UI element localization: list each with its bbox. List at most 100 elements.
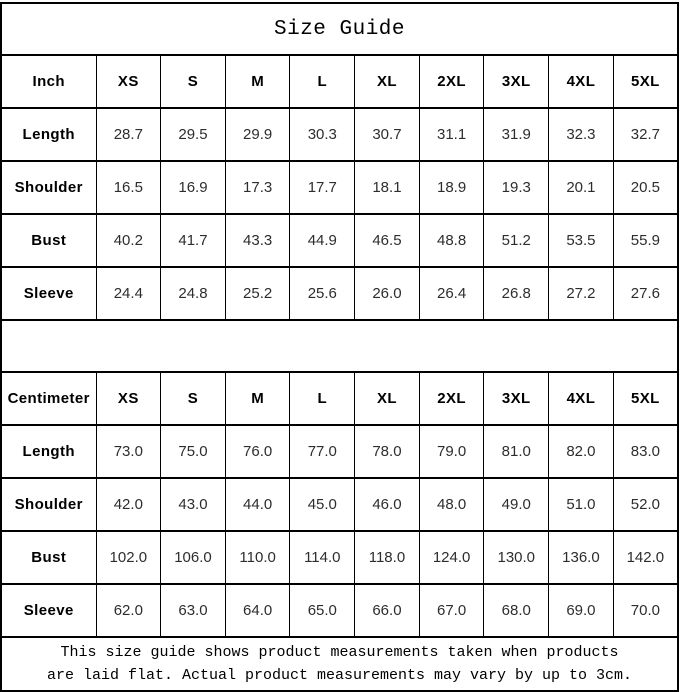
size-col-header-4xl: 4XL [548, 371, 614, 426]
value-cell: 16.5 [95, 160, 162, 215]
size-col-header-s: S [160, 371, 226, 426]
value-cell: 43.0 [160, 477, 226, 532]
value-cell: 81.0 [483, 424, 550, 479]
value-cell: 52.0 [612, 477, 679, 532]
value-cell: 41.7 [160, 213, 226, 268]
size-col-header-m: M [224, 371, 291, 426]
value-cell: 25.6 [289, 266, 356, 321]
size-col-header-2xl: 2XL [418, 54, 485, 109]
value-cell: 40.2 [95, 213, 162, 268]
value-cell: 43.3 [224, 213, 291, 268]
value-cell: 110.0 [224, 530, 291, 585]
value-cell: 31.1 [418, 107, 485, 162]
value-cell: 66.0 [354, 583, 420, 638]
value-cell: 77.0 [289, 424, 356, 479]
value-cell: 49.0 [483, 477, 550, 532]
value-cell: 79.0 [418, 424, 485, 479]
inch-sleeve-row: Sleeve 24.4 24.8 25.2 25.6 26.0 26.4 26.… [0, 266, 679, 321]
size-col-header-4xl: 4XL [548, 54, 614, 109]
value-cell: 27.2 [548, 266, 614, 321]
value-cell: 18.9 [418, 160, 485, 215]
value-cell: 55.9 [612, 213, 679, 268]
value-cell: 28.7 [95, 107, 162, 162]
value-cell: 67.0 [418, 583, 485, 638]
unit-label-inch: Inch [0, 54, 97, 109]
size-col-header-xl: XL [354, 371, 420, 426]
footer-note-line-1: This size guide shows product measuremen… [60, 643, 619, 661]
page-title: Size Guide [0, 2, 679, 56]
value-cell: 53.5 [548, 213, 614, 268]
value-cell: 136.0 [548, 530, 614, 585]
value-cell: 69.0 [548, 583, 614, 638]
value-cell: 64.0 [224, 583, 291, 638]
size-col-header-3xl: 3XL [483, 54, 550, 109]
inch-header-row: Inch XS S M L XL 2XL 3XL 4XL 5XL [0, 54, 679, 109]
row-label: Sleeve [0, 583, 97, 638]
value-cell: 19.3 [483, 160, 550, 215]
value-cell: 51.0 [548, 477, 614, 532]
size-col-header-l: L [289, 371, 356, 426]
footer-note-line-2: are laid flat. Actual product measuremen… [46, 667, 633, 684]
row-label: Shoulder [0, 160, 97, 215]
value-cell: 68.0 [483, 583, 550, 638]
value-cell: 20.1 [548, 160, 614, 215]
value-cell: 44.9 [289, 213, 356, 268]
unit-label-centimeter: Centimeter [0, 371, 97, 426]
value-cell: 26.8 [483, 266, 550, 321]
value-cell: 82.0 [548, 424, 614, 479]
value-cell: 124.0 [418, 530, 485, 585]
value-cell: 46.0 [354, 477, 420, 532]
inch-length-row: Length 28.7 29.5 29.9 30.3 30.7 31.1 31.… [0, 107, 679, 162]
inch-shoulder-row: Shoulder 16.5 16.9 17.3 17.7 18.1 18.9 1… [0, 160, 679, 215]
value-cell: 20.5 [612, 160, 679, 215]
value-cell: 32.3 [548, 107, 614, 162]
value-cell: 78.0 [354, 424, 420, 479]
value-cell: 76.0 [224, 424, 291, 479]
footer-note-row: This size guide shows product measuremen… [0, 636, 679, 692]
value-cell: 130.0 [483, 530, 550, 585]
value-cell: 42.0 [95, 477, 162, 532]
size-col-header-s: S [160, 54, 226, 109]
value-cell: 17.7 [289, 160, 356, 215]
value-cell: 24.8 [160, 266, 226, 321]
size-col-header-2xl: 2XL [418, 371, 485, 426]
value-cell: 70.0 [612, 583, 679, 638]
size-col-header-l: L [289, 54, 356, 109]
row-label: Bust [0, 530, 97, 585]
value-cell: 30.3 [289, 107, 356, 162]
value-cell: 25.2 [224, 266, 291, 321]
value-cell: 63.0 [160, 583, 226, 638]
cm-shoulder-row: Shoulder 42.0 43.0 44.0 45.0 46.0 48.0 4… [0, 477, 679, 532]
value-cell: 65.0 [289, 583, 356, 638]
row-label: Length [0, 424, 97, 479]
value-cell: 26.0 [354, 266, 420, 321]
value-cell: 18.1 [354, 160, 420, 215]
value-cell: 142.0 [612, 530, 679, 585]
value-cell: 48.8 [418, 213, 485, 268]
row-label: Length [0, 107, 97, 162]
value-cell: 48.0 [418, 477, 485, 532]
value-cell: 102.0 [95, 530, 162, 585]
size-col-header-xs: XS [95, 371, 162, 426]
value-cell: 62.0 [95, 583, 162, 638]
cm-header-row: Centimeter XS S M L XL 2XL 3XL 4XL 5XL [0, 371, 679, 426]
footer-note: This size guide shows product measuremen… [0, 636, 679, 692]
size-col-header-m: M [224, 54, 291, 109]
value-cell: 24.4 [95, 266, 162, 321]
cm-sleeve-row: Sleeve 62.0 63.0 64.0 65.0 66.0 67.0 68.… [0, 583, 679, 638]
value-cell: 83.0 [612, 424, 679, 479]
value-cell: 118.0 [354, 530, 420, 585]
title-row: Size Guide [0, 2, 679, 56]
value-cell: 29.5 [160, 107, 226, 162]
value-cell: 114.0 [289, 530, 356, 585]
value-cell: 27.6 [612, 266, 679, 321]
value-cell: 31.9 [483, 107, 550, 162]
row-label: Sleeve [0, 266, 97, 321]
cm-length-row: Length 73.0 75.0 76.0 77.0 78.0 79.0 81.… [0, 424, 679, 479]
size-col-header-3xl: 3XL [483, 371, 550, 426]
value-cell: 73.0 [95, 424, 162, 479]
value-cell: 26.4 [418, 266, 485, 321]
value-cell: 46.5 [354, 213, 420, 268]
row-label: Bust [0, 213, 97, 268]
